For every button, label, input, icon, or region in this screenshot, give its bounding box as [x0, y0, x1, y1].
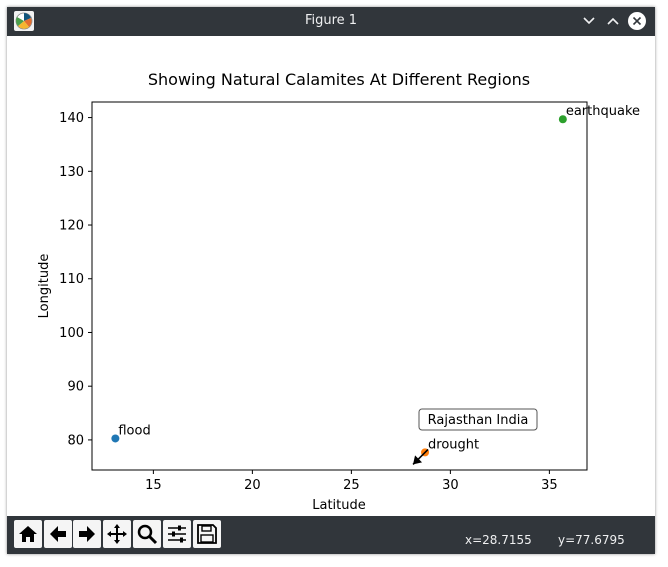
navigation-toolbar: x=28.7155 y=77.6795 — [7, 516, 655, 554]
y-tick-label: 90 — [67, 380, 84, 395]
annotation-arrowhead — [413, 455, 423, 465]
figure-canvas[interactable]: Showing Natural Calamites At Different R… — [12, 36, 652, 516]
save-button[interactable] — [193, 520, 221, 548]
x-tick-label: 20 — [244, 478, 261, 493]
y-tick-label: 80 — [67, 433, 84, 448]
x-tick-label: 25 — [343, 478, 360, 493]
cursor-y-readout: y=77.6795 — [558, 533, 625, 547]
y-tick-label: 130 — [59, 165, 84, 180]
matplotlib-app-icon — [14, 11, 34, 31]
annotation-box: Rajasthan India — [418, 408, 538, 431]
chart-title: Showing Natural Calamites At Different R… — [148, 70, 530, 89]
y-tick-label: 140 — [59, 111, 84, 126]
forward-arrow-icon — [79, 526, 95, 542]
zoom-button[interactable] — [133, 520, 161, 548]
y-tick-label: 110 — [59, 272, 84, 287]
configure-subplots-icon — [168, 525, 186, 543]
y-axis-label: Longitude — [37, 254, 52, 319]
close-icon — [628, 12, 646, 30]
close-button[interactable] — [627, 11, 647, 31]
x-axis-ticks: 15 20 25 30 35 — [145, 470, 558, 493]
data-point-earthquake — [558, 115, 567, 124]
save-icon — [197, 524, 217, 544]
title-bar: Figure 1 — [7, 7, 655, 36]
annotation: Rajasthan India — [412, 408, 538, 465]
cursor-x-readout: x=28.7155 — [465, 533, 532, 547]
annotation-text: Rajasthan India — [428, 413, 529, 428]
point-label-drought: drought — [428, 437, 479, 452]
pan-button[interactable] — [103, 520, 131, 548]
back-arrow-icon — [50, 526, 66, 542]
figure-window: Figure 1 Showing Natural Calamites At Di… — [7, 7, 655, 554]
point-label-flood: flood — [118, 423, 150, 438]
y-axis-ticks: 80 90 100 110 120 130 140 — [59, 111, 92, 448]
zoom-icon — [137, 524, 158, 545]
y-tick-label: 120 — [59, 219, 84, 234]
back-button[interactable] — [44, 520, 72, 548]
forward-button[interactable] — [73, 520, 101, 548]
y-tick-label: 100 — [59, 326, 84, 341]
home-button[interactable] — [14, 520, 42, 548]
home-icon — [19, 526, 37, 542]
point-label-earthquake: earthquake — [566, 104, 640, 119]
x-tick-label: 30 — [442, 478, 459, 493]
x-tick-label: 35 — [541, 478, 558, 493]
chevron-down-icon — [583, 17, 595, 25]
pan-icon — [107, 524, 127, 544]
window-title: Figure 1 — [304, 13, 358, 28]
minimize-button[interactable] — [579, 11, 599, 31]
chevron-up-icon — [607, 17, 619, 25]
x-axis-label: Latitude — [312, 498, 366, 513]
configure-subplots-button[interactable] — [163, 520, 191, 548]
scatter-chart: Showing Natural Calamites At Different R… — [37, 70, 640, 513]
data-point-flood — [111, 434, 120, 443]
x-tick-label: 15 — [145, 478, 162, 493]
maximize-button[interactable] — [603, 11, 623, 31]
